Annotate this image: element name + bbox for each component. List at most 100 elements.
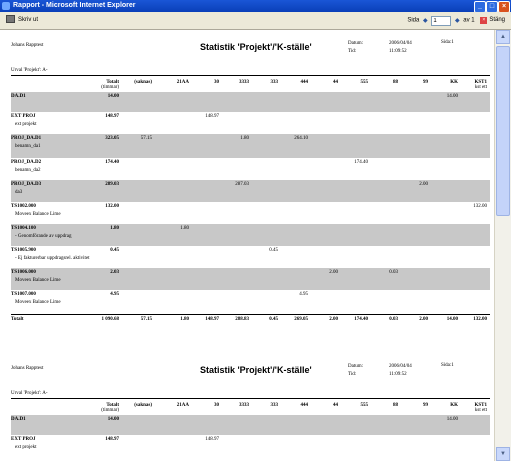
- table-cell: 1.80: [110, 226, 119, 231]
- row-sublabel: ext projekt: [15, 122, 37, 127]
- row-label: TS1007.000: [11, 292, 36, 297]
- row-sublabel: Moveex Balance Lime: [15, 278, 61, 283]
- scroll-down-icon[interactable]: ▼: [496, 447, 510, 461]
- row-label: TS1005.900: [11, 248, 36, 253]
- table-cell: 323.05: [105, 136, 119, 141]
- page-info: Sida:1: [441, 363, 454, 368]
- column-header: KST1 kst ett: [474, 403, 487, 413]
- row-sublabel: da3: [15, 190, 23, 195]
- row-label: EXT PROJ: [11, 437, 36, 442]
- column-header: 333: [271, 80, 279, 85]
- report-author: Johans Rapptest: [11, 43, 44, 48]
- report-title: Statistik 'Projekt'/'K-ställe': [200, 365, 312, 375]
- column-header: 99: [423, 80, 428, 85]
- table-cell: 0.03: [389, 270, 398, 275]
- column-label: 333: [270, 403, 279, 408]
- total-cell: 0.03: [389, 317, 398, 322]
- total-cell: 174.40: [354, 317, 368, 322]
- row-sublabel: ext projekt: [15, 445, 37, 450]
- table-row: PROJ_DA.D3 da3 289.03 287.03 2.00: [11, 180, 490, 202]
- column-header: 44: [333, 80, 338, 85]
- column-header: KK: [450, 403, 458, 408]
- row-label: EXT PROJ: [11, 114, 36, 119]
- total-cell: 288.83: [235, 317, 249, 322]
- table-cell: 0.45: [269, 248, 278, 253]
- column-label: 3333: [239, 403, 249, 408]
- column-header: 88: [393, 403, 398, 408]
- column-header: 44: [333, 403, 338, 408]
- column-header: KK: [450, 80, 458, 85]
- date-value: 2006/04/04: [389, 364, 412, 369]
- page-label: Sida: [407, 17, 420, 24]
- window-title: Rapport - Microsoft Internet Explorer: [13, 2, 136, 9]
- total-cell: 148.97: [205, 317, 219, 322]
- column-label: 21AA: [176, 80, 189, 85]
- table-cell: 14.00: [107, 417, 119, 422]
- column-label: 333: [270, 80, 279, 85]
- close-report-button[interactable]: × Stäng: [480, 17, 505, 24]
- report-author: Johans Rapptest: [11, 366, 44, 371]
- total-cell: 269.05: [294, 317, 308, 322]
- column-header: 3333: [239, 403, 249, 408]
- column-label: KK: [450, 80, 458, 85]
- table-cell: 14.00: [446, 417, 458, 422]
- row-sublabel: Moveex Balance Lime: [15, 212, 61, 217]
- table-cell: 148.97: [205, 114, 219, 119]
- next-page-icon[interactable]: ◆: [455, 17, 460, 24]
- column-header: 555: [361, 403, 369, 408]
- column-label: 555: [360, 80, 369, 85]
- scroll-up-icon[interactable]: ▲: [496, 30, 510, 44]
- table-cell: 4.95: [110, 292, 119, 297]
- table-cell: 148.97: [205, 437, 219, 442]
- table-row: PROJ_DA.D1 benamn_da1 323.05 57.15 1.80 264.1…: [11, 134, 490, 158]
- page-of-label: av 1: [463, 17, 475, 24]
- date-value: 2006/04/04: [389, 41, 412, 46]
- column-header: Totalt (timmar): [101, 80, 119, 90]
- table-row: TS1002.000 Moveex Balance Lime 132.00 132.0…: [11, 202, 490, 224]
- table-cell: 0.45: [110, 248, 119, 253]
- maximize-icon[interactable]: □: [486, 1, 498, 13]
- table-cell: 2.00: [329, 270, 338, 275]
- row-label: TS1004.100: [11, 226, 36, 231]
- page-number-input[interactable]: [431, 16, 452, 27]
- column-label: 88: [393, 403, 398, 408]
- selection-filter: Urval 'Projekt': A-: [11, 391, 48, 396]
- report-toolbar: Skriv ut Sida ◆ ◆ av 1 ×Stäng: [0, 12, 511, 30]
- time-label: Tid:: [348, 49, 357, 54]
- row-label: DA.D1: [11, 94, 26, 99]
- column-header: Totalt (timmar): [101, 403, 119, 413]
- column-sublabel: kst ett: [474, 85, 487, 90]
- row-sublabel: - Genomförande av uppdrag: [15, 234, 72, 239]
- vertical-scrollbar[interactable]: ▲ ▼: [494, 30, 511, 461]
- previous-page-icon[interactable]: ◆: [423, 17, 428, 24]
- table-row: EXT PROJ ext projekt 148.97 148.97: [11, 112, 490, 134]
- scrollbar-thumb[interactable]: [496, 46, 510, 216]
- column-label: 44: [333, 80, 338, 85]
- close-icon: ×: [480, 17, 488, 24]
- close-label: Stäng: [489, 17, 505, 23]
- column-label: 555: [360, 403, 369, 408]
- column-header: 30: [214, 80, 219, 85]
- date-label: Datum:: [348, 41, 363, 46]
- total-cell: 2.00: [329, 317, 338, 322]
- column-label: 30: [214, 403, 219, 408]
- column-label: KST1: [474, 80, 487, 85]
- table-cell: 174.40: [354, 160, 368, 165]
- column-header: 99: [423, 403, 428, 408]
- table-cell: 148.97: [105, 114, 119, 119]
- column-label: 444: [300, 403, 309, 408]
- total-row: Totalt 1 090.68 57.15 1.80 148.97 288.83 0.45 2…: [11, 314, 490, 325]
- table-row: TS1005.900 - Ej fakturerbar uppdragsrel. …: [11, 246, 490, 268]
- column-sublabel: kst ett: [474, 408, 487, 413]
- column-header: (saknas): [134, 403, 152, 408]
- window-titlebar: Rapport - Microsoft Internet Explorer _ …: [0, 0, 511, 13]
- total-cell: 1 090.68: [101, 317, 120, 322]
- table-cell: 264.10: [294, 136, 308, 141]
- time-label: Tid:: [348, 372, 357, 377]
- column-header: 444: [301, 80, 309, 85]
- print-button[interactable]: Skriv ut: [3, 15, 41, 26]
- table-cell: 4.95: [299, 292, 308, 297]
- column-label: 444: [300, 80, 309, 85]
- column-header: 444: [301, 403, 309, 408]
- column-header: (saknas): [134, 80, 152, 85]
